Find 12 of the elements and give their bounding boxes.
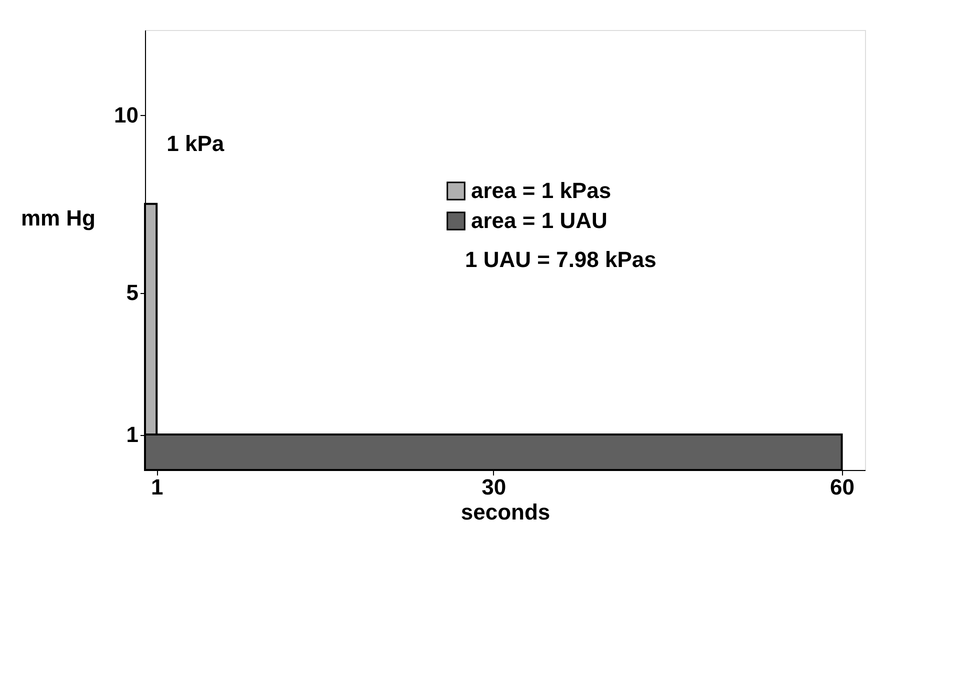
y-axis-title: mm Hg bbox=[20, 206, 96, 230]
legend-label: area = 1 UAU bbox=[471, 208, 608, 233]
annotation: 1 kPa bbox=[166, 130, 225, 156]
y-tick-label: 1 bbox=[126, 422, 138, 448]
annotation: 1 UAU = 7.98 kPas bbox=[465, 247, 656, 272]
x-tick-label: 1 bbox=[150, 474, 164, 500]
y-tick-label: 5 bbox=[126, 280, 138, 306]
x-axis-title: seconds bbox=[460, 500, 550, 524]
y-tick-label: 10 bbox=[114, 102, 138, 128]
legend-label: area = 1 kPas bbox=[471, 178, 612, 203]
x-tick-label: 30 bbox=[482, 474, 506, 500]
x-tick-label: 60 bbox=[830, 474, 855, 500]
